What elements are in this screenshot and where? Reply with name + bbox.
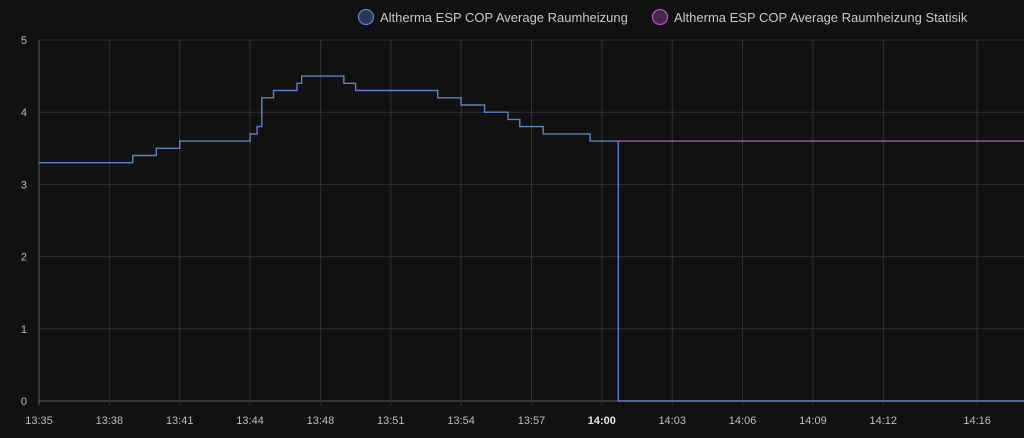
y-tick-label: 2 — [21, 252, 27, 264]
x-tick-label: 14:16 — [963, 415, 991, 427]
x-tick-label: 13:54 — [447, 415, 475, 427]
x-axis-ticks: 13:35 13:38 13:41 13:44 13:48 13:51 13:54 13:57… — [25, 415, 991, 427]
x-tick-label: 14:12 — [870, 415, 898, 427]
legend-label: Altherma ESP COP Average Raumheizung — [380, 10, 628, 25]
x-tick-label: 14:03 — [658, 415, 686, 427]
y-axis-ticks: 0 1 2 3 4 5 — [21, 35, 27, 408]
x-tick-label: 13:41 — [166, 415, 194, 427]
x-tick-label: 13:57 — [518, 415, 546, 427]
legend-swatch — [651, 8, 669, 26]
x-tick-label: 13:38 — [96, 415, 124, 427]
legend-item-1[interactable]: Altherma ESP COP Average Raumheizung — [357, 8, 628, 26]
x-tick-label: 13:48 — [307, 415, 335, 427]
y-tick-label: 0 — [21, 396, 27, 408]
x-tick-label: 13:35 — [25, 415, 53, 427]
x-tick-label: 14:00 — [588, 415, 616, 427]
x-tick-label: 14:06 — [729, 415, 757, 427]
legend-item-2[interactable]: Altherma ESP COP Average Raumheizung Sta… — [651, 8, 968, 26]
legend: Altherma ESP COP Average Raumheizung Alth… — [357, 8, 968, 26]
y-tick-label: 1 — [21, 324, 27, 336]
y-tick-label: 4 — [21, 107, 27, 119]
series-lines — [39, 75, 1024, 402]
grid — [38, 39, 1024, 405]
x-tick-label: 14:09 — [799, 415, 827, 427]
x-tick-label: 13:51 — [377, 415, 405, 427]
series-line-1 — [39, 75, 1024, 402]
x-tick-label: 13:44 — [236, 415, 264, 427]
y-tick-label: 3 — [21, 179, 27, 191]
legend-label: Altherma ESP COP Average Raumheizung Sta… — [674, 10, 968, 25]
y-tick-label: 5 — [21, 35, 27, 47]
legend-swatch — [357, 8, 375, 26]
